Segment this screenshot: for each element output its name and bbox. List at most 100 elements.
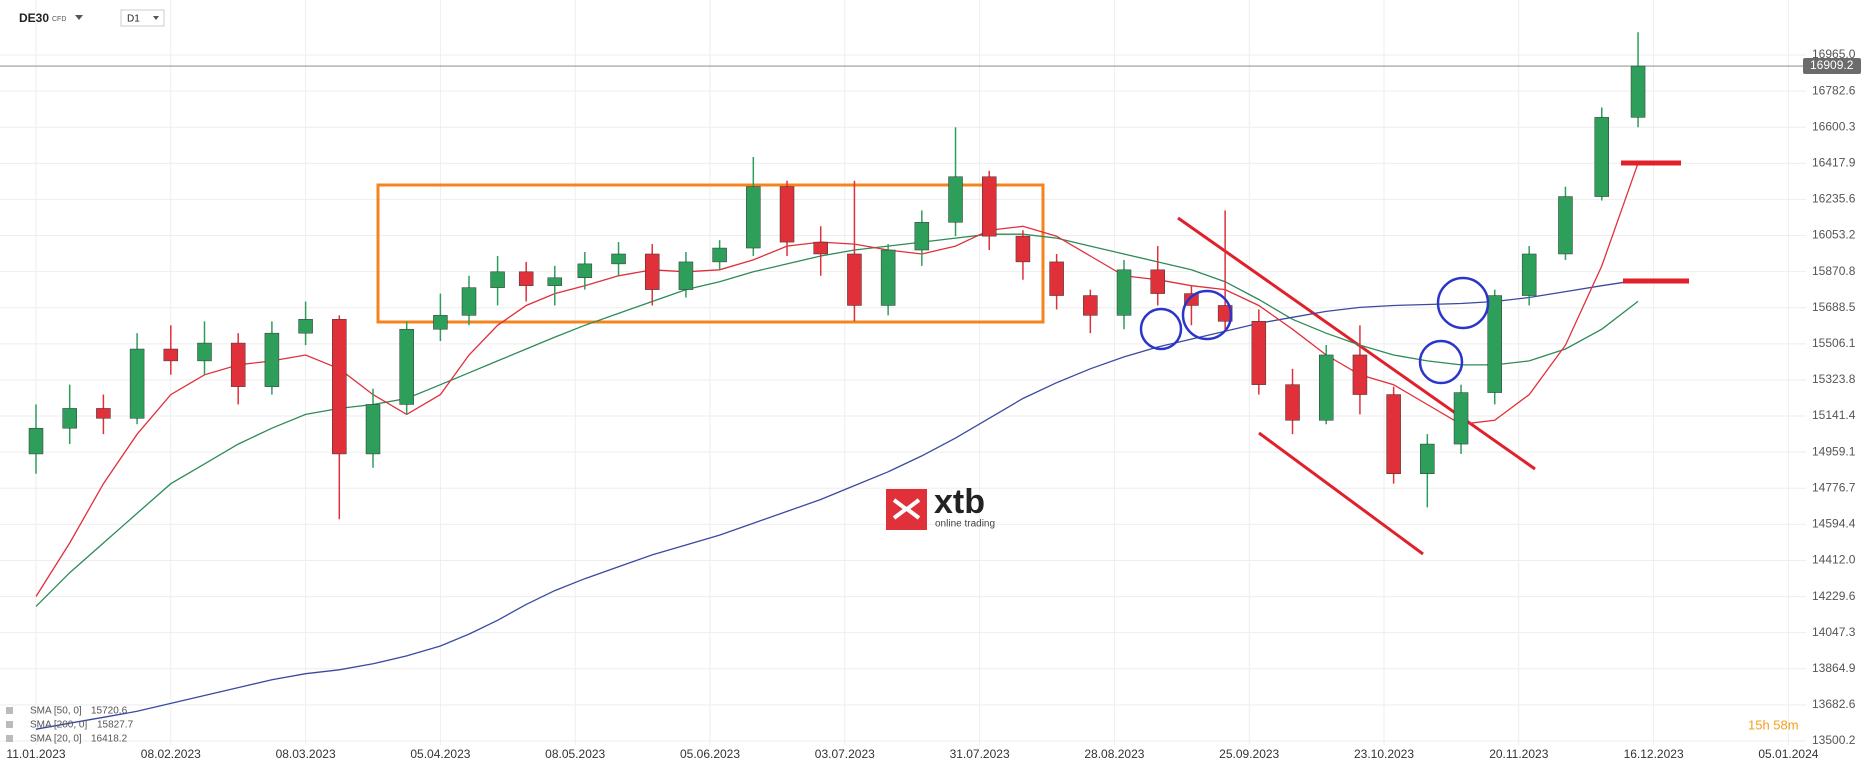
candle-body [981, 176, 997, 237]
y-tick-label: 15870.8 [1812, 264, 1856, 278]
y-tick-label: 14594.4 [1812, 517, 1856, 531]
highlight-circle [1436, 276, 1490, 330]
legend-value: 16418.2 [91, 734, 128, 745]
candle-body [712, 247, 727, 263]
legend-name: SMA [20, 0] [30, 734, 82, 745]
x-tick-label: 31.07.2023 [950, 747, 1010, 761]
x-tick-label: 20.11.2023 [1489, 747, 1548, 761]
candle-body [547, 277, 563, 286]
y-tick-label: 14776.7 [1812, 480, 1856, 494]
price-tag [1803, 58, 1861, 75]
candle-body [1420, 443, 1435, 475]
legend-icon [6, 707, 13, 714]
y-tick-label: 14412.0 [1812, 553, 1856, 567]
y-tick-label: 16965.0 [1812, 47, 1856, 61]
candle-body [518, 271, 534, 286]
y-tick-label: 16235.6 [1812, 192, 1856, 206]
y-tick-label: 15688.5 [1812, 300, 1856, 314]
y-tick-label: 14047.3 [1812, 625, 1856, 639]
candle-body [365, 404, 381, 455]
y-tick-label: 13682.6 [1812, 697, 1856, 711]
candle-body [129, 348, 145, 419]
x-tick-label: 28.08.2023 [1084, 747, 1144, 761]
candle-body [779, 186, 795, 243]
candle-body [399, 328, 414, 405]
candle-body [847, 253, 862, 306]
candle-body [1352, 354, 1368, 395]
highlight-circle [1181, 289, 1233, 341]
x-tick-label: 25.09.2023 [1219, 747, 1279, 761]
channel-line [1258, 431, 1424, 556]
symbol[interactable]: DE30 [19, 11, 49, 25]
candle-body [1049, 261, 1064, 296]
y-tick-label: 15323.8 [1812, 372, 1856, 386]
price-tag-label: 16909.2 [1810, 58, 1854, 72]
instrument-type: CFD [52, 16, 66, 23]
candle-body [1285, 384, 1300, 421]
candle-body [1184, 293, 1199, 306]
candle-body [1015, 235, 1031, 263]
interval-select[interactable] [120, 9, 165, 27]
grid [0, 0, 1806, 745]
legend-icon [6, 721, 13, 728]
x-tick-label: 23.10.2023 [1354, 747, 1414, 761]
candle-body [461, 287, 477, 316]
candle-body [1318, 354, 1334, 421]
y-tick-label: 14959.1 [1812, 444, 1856, 458]
logo-tagline: online trading [935, 519, 995, 530]
candle-body [433, 315, 448, 330]
x-tick-label: 05.01.2024 [1758, 747, 1818, 761]
x-tick-label: 05.04.2023 [410, 747, 470, 761]
y-tick-label: 13500.2 [1812, 733, 1856, 747]
y-tick-label: 13864.9 [1812, 661, 1856, 675]
candle-body [644, 253, 660, 290]
x-tick-label: 08.03.2023 [276, 747, 336, 761]
legend-icon [6, 735, 13, 742]
candle-body [197, 342, 212, 362]
x-tick-label: 08.05.2023 [545, 747, 605, 761]
candle-body [1453, 392, 1469, 445]
candle-body [813, 241, 828, 255]
candle-body [577, 263, 593, 278]
y-tick-label: 15141.4 [1812, 408, 1856, 422]
y-tick-label: 16053.2 [1812, 228, 1856, 242]
candle-body [1251, 321, 1267, 385]
x-tick-label: 05.06.2023 [680, 747, 740, 761]
candle-body [1487, 295, 1502, 393]
candle-body [948, 176, 963, 223]
sma-line [35, 279, 1639, 730]
dropdown-arrow[interactable] [153, 16, 159, 20]
candle-body [163, 348, 179, 362]
candle-body [1594, 117, 1610, 197]
x-tick-label: 03.07.2023 [815, 747, 875, 761]
interval[interactable]: D1 [127, 14, 140, 25]
candle-body [1521, 253, 1537, 296]
candle-body [1116, 269, 1132, 316]
legend-value: 15827.7 [97, 720, 134, 731]
candle-body [880, 249, 896, 306]
legend-name: SMA [200, 0] [30, 720, 87, 731]
candle-body [678, 261, 694, 290]
candle-body [746, 186, 761, 249]
candle-body [1083, 295, 1098, 316]
range-box [376, 183, 1045, 324]
x-tick-label: 08.02.2023 [141, 747, 201, 761]
candle-body [298, 319, 313, 334]
x-tick-label: 16.12.2023 [1624, 747, 1684, 761]
y-tick-label: 16600.3 [1812, 119, 1856, 133]
candle-body [1150, 269, 1165, 294]
candle-body [264, 332, 280, 387]
y-tick-label: 16417.9 [1812, 155, 1856, 169]
candle-body [490, 271, 505, 288]
y-tick-label: 16782.6 [1812, 83, 1856, 97]
candle-body [1558, 196, 1573, 255]
dropdown-arrow[interactable] [75, 15, 83, 20]
candle-body [611, 253, 626, 265]
highlight-circle [1418, 339, 1464, 385]
highlight-circle [1139, 307, 1183, 351]
candle-body [1386, 394, 1401, 475]
y-tick-label: 14229.6 [1812, 589, 1856, 603]
marks [0, 32, 1806, 730]
logo-icon [892, 498, 921, 520]
